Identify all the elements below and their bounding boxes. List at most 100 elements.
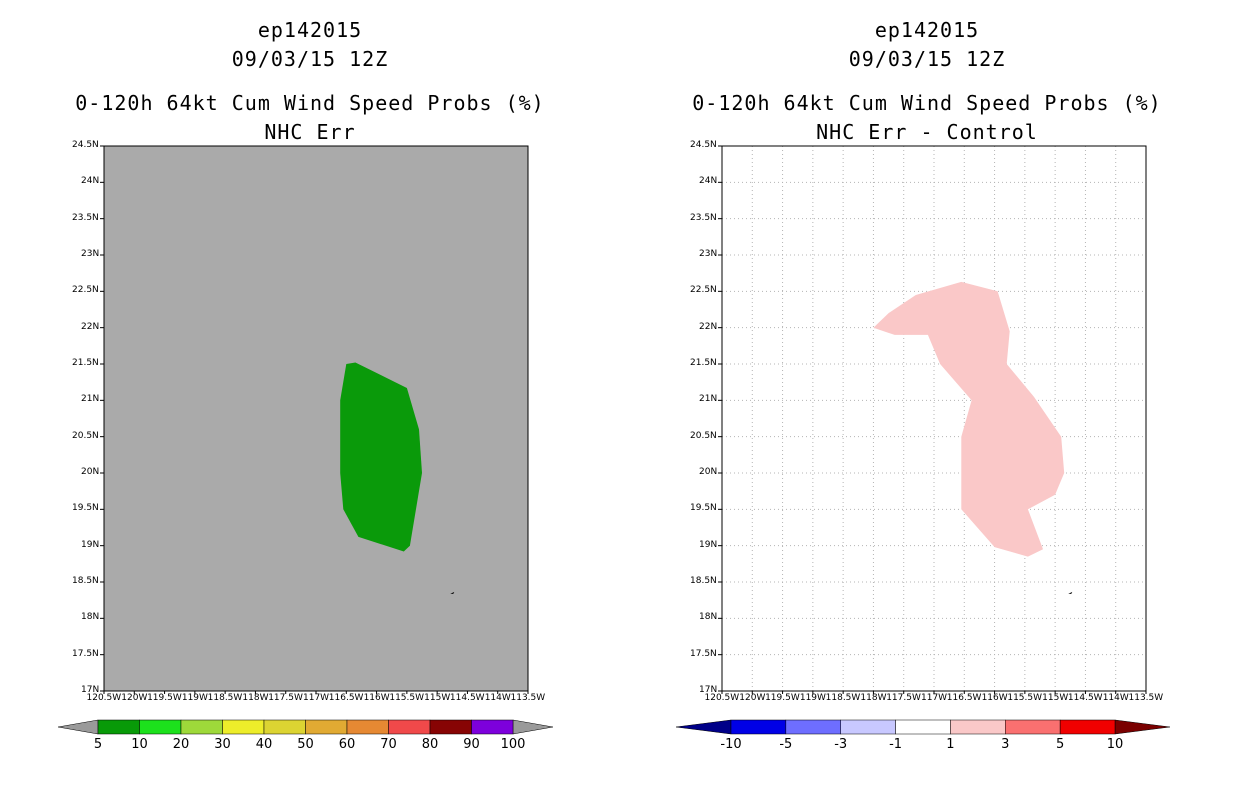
right-lon-tick-label: 120.5W <box>704 693 740 703</box>
right-title-subtitle: NHC Err - Control <box>816 120 1038 144</box>
right-colorbar-over-arrow <box>1114 719 1171 735</box>
left-lat-tick-label: 21.5N <box>72 358 99 368</box>
right-title-storm: ep142015 <box>874 18 980 42</box>
left-lat-tick-label: 20.5N <box>72 430 99 441</box>
right-land-speck <box>1068 591 1073 594</box>
left-title-storm: ep142015 <box>257 18 363 42</box>
left-lat-tick-label: 18N <box>81 612 100 623</box>
right-lat-tick-label: 23.5N <box>690 212 717 223</box>
left-lon-tick-label: 114W <box>484 693 511 703</box>
right-colorbar-box <box>1005 719 1061 735</box>
left-colorbar-label: 10 <box>131 737 148 752</box>
left-colorbar-label: 20 <box>173 737 190 752</box>
right-colorbar-box <box>895 719 951 735</box>
left-lon-tick-label: 117W <box>303 693 330 703</box>
right-lat-tick-label: 23N <box>699 249 718 259</box>
left-lon-tick-label: 119W <box>181 693 208 703</box>
right-lat-tick-label: 22.5N <box>690 285 717 296</box>
left-colorbar-box <box>97 719 140 735</box>
left-colorbar-label: 60 <box>339 737 356 752</box>
left-lon-tick-label: 118.5W <box>207 693 243 703</box>
left-lon-tick-label: 116.5W <box>328 693 364 703</box>
left-lat-tick-label: 24.5N <box>72 140 99 150</box>
left-colorbar-box <box>263 719 306 735</box>
left-colorbar-box <box>346 719 389 735</box>
left-lon-tick-label: 114.5W <box>449 693 485 703</box>
left-lon-tick-label: 119.5W <box>147 693 182 703</box>
right-lon-tick-label: 116.5W <box>946 693 982 703</box>
left-colorbar-label: 40 <box>256 737 273 752</box>
right-lat-tick-label: 18.5N <box>690 576 717 586</box>
right-lon-tick-label: 115.5W <box>1007 693 1043 703</box>
left-colorbar-label: 5 <box>94 737 102 752</box>
left-lon-tick-label: 115.5W <box>389 693 425 703</box>
right-lat-tick-label: 20N <box>699 467 718 477</box>
left-lon-tick-label: 120W <box>121 693 148 703</box>
right-lon-tick-label: 119.5W <box>765 693 800 703</box>
left-colorbar-box <box>388 719 431 735</box>
left-lon-tick-label: 117.5W <box>268 693 303 703</box>
left-colorbar-label: 70 <box>380 737 397 752</box>
right-lon-tick-label: 114W <box>1102 693 1129 703</box>
right-lat-tick-label: 20.5N <box>690 430 717 441</box>
right-colorbar-label: 3 <box>1001 737 1009 752</box>
left-lon-tick-label: 116W <box>363 693 390 703</box>
right-lon-tick-label: 119W <box>799 693 826 703</box>
right-lat-tick-label: 17.5N <box>690 648 717 659</box>
right-lon-tick-label: 115W <box>1042 693 1069 703</box>
left-colorbar-box <box>139 719 182 735</box>
left-lat-tick-label: 22.5N <box>72 285 99 296</box>
right-colorbar-label: 5 <box>1056 737 1064 752</box>
left-lon-tick-label: 113.5W <box>510 693 546 703</box>
left-colorbar-over-arrow <box>512 719 554 735</box>
left-lon-tick-label: 120.5W <box>86 693 122 703</box>
right-lat-tick-label: 21N <box>699 394 718 405</box>
left-lat-tick-label: 17N <box>81 685 100 695</box>
left-colorbar-under-arrow <box>57 719 99 735</box>
left-lat-tick-label: 19.5N <box>72 503 99 514</box>
right-lon-tick-label: 117W <box>921 693 948 703</box>
right-lon-tick-label: 118.5W <box>825 693 861 703</box>
right-colorbar-box <box>840 719 896 735</box>
left-lon-tick-label: 115W <box>424 693 451 703</box>
right-lat-tick-label: 17N <box>699 685 718 695</box>
left-land-speck <box>450 591 455 594</box>
right-colorbar-label: 1 <box>946 737 954 752</box>
right-lon-tick-label: 120W <box>739 693 766 703</box>
left-lat-tick-label: 18.5N <box>72 576 99 586</box>
right-lon-tick-label: 117.5W <box>886 693 921 703</box>
right-colorbar-box <box>1059 719 1116 735</box>
right-lat-tick-label: 22N <box>699 321 718 332</box>
right-colorbar-box <box>730 719 787 735</box>
left-colorbar-label: 90 <box>463 737 480 752</box>
right-title-date: 09/03/15 12Z <box>848 47 1006 71</box>
right-lat-tick-label: 24N <box>699 176 718 187</box>
right-lon-tick-label: 113.5W <box>1128 693 1164 703</box>
right-lon-tick-label: 114.5W <box>1067 693 1103 703</box>
right-title-product: 0-120h 64kt Cum Wind Speed Probs (%) <box>692 91 1162 115</box>
left-colorbar-box <box>471 719 514 735</box>
right-colorbar-label: -3 <box>834 737 847 752</box>
right-lat-tick-label: 19N <box>699 539 718 550</box>
left-colorbar-label: 50 <box>297 737 314 752</box>
right-colorbar-label: -10 <box>720 737 741 752</box>
right-lat-tick-label: 24.5N <box>690 140 717 150</box>
left-lat-tick-label: 20N <box>81 467 100 477</box>
right-colorbar-label: -5 <box>779 737 792 752</box>
right-colorbar-box <box>950 719 1006 735</box>
left-title-product: 0-120h 64kt Cum Wind Speed Probs (%) <box>75 91 545 115</box>
right-contour-region <box>873 281 1065 557</box>
left-lat-tick-label: 23.5N <box>72 212 99 223</box>
left-colorbar-box <box>429 719 472 735</box>
left-colorbar-box <box>180 719 223 735</box>
left-colorbar-label: 100 <box>501 737 526 752</box>
left-lat-tick-label: 22N <box>81 321 100 332</box>
left-title-date: 09/03/15 12Z <box>231 47 389 71</box>
right-lat-tick-label: 19.5N <box>690 503 717 514</box>
left-lat-tick-label: 24N <box>81 176 100 187</box>
right-colorbar-under-arrow <box>675 719 732 735</box>
right-colorbar-label: 10 <box>1107 737 1124 752</box>
right-lat-tick-label: 18N <box>699 612 718 623</box>
right-colorbar-box <box>785 719 841 735</box>
